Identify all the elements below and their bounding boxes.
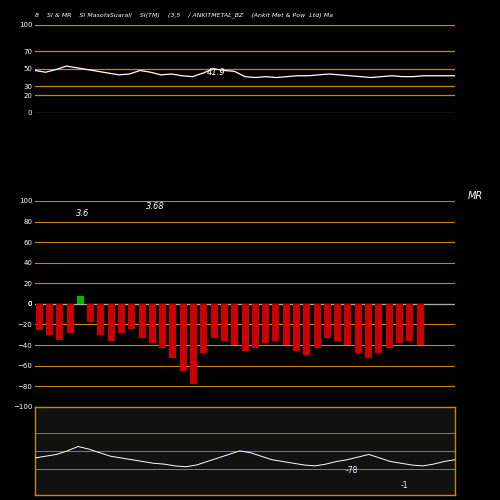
Bar [77,296,84,304]
Bar [231,304,238,345]
Bar [242,304,248,351]
Bar [180,304,186,371]
Bar [282,304,290,345]
Bar [98,304,104,335]
Bar [108,304,114,341]
Text: 3.68: 3.68 [146,202,165,211]
Bar [118,304,125,332]
Bar [128,304,136,328]
Bar [159,304,166,348]
Bar [262,304,269,343]
Bar [314,304,320,348]
Bar [138,304,145,338]
Bar [344,304,352,345]
Bar [354,304,362,354]
Bar [376,304,382,354]
Bar [386,304,392,348]
Bar [149,304,156,343]
Bar [293,304,300,351]
Text: MR: MR [468,190,482,200]
Bar [36,304,43,330]
Bar [210,304,218,338]
Text: -1: -1 [400,481,408,490]
Bar [46,304,53,335]
Bar [190,304,197,384]
Bar [365,304,372,358]
Text: 41.9: 41.9 [207,68,226,76]
Bar [304,304,310,356]
Bar [221,304,228,341]
Bar [66,304,73,332]
Bar [406,304,413,341]
Bar [87,304,94,322]
Bar [416,304,424,345]
Text: 3.6: 3.6 [76,210,90,218]
Bar [252,304,259,348]
Bar [324,304,331,338]
Bar [170,304,176,358]
Bar [56,304,63,340]
Text: -78: -78 [346,466,358,475]
Bar [200,304,207,354]
Text: 8    SI & MR    SI MasofaSuarali    SI(TM)    (3,5    / ANKITMETAL_BZ    (Ankit : 8 SI & MR SI MasofaSuarali SI(TM) (3,5 /… [35,12,333,18]
Bar [334,304,341,341]
Bar [272,304,280,341]
Bar [396,304,403,343]
